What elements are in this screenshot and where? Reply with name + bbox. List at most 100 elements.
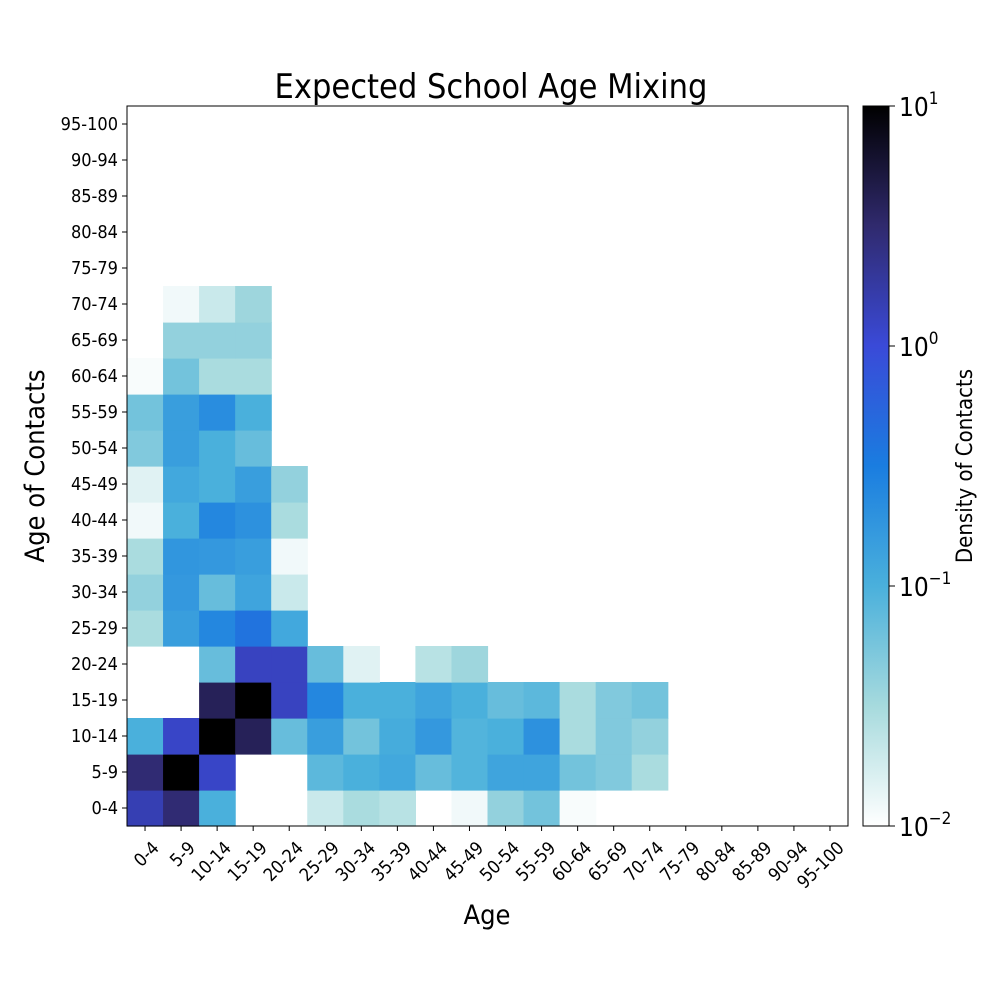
heatmap-cell xyxy=(199,394,236,431)
y-axis-ticks: 0-4 5-9 10-14 15-19 20-24 25-29 30-34 35-39 40-4… xyxy=(61,114,127,819)
y-tick-label: 60-64 xyxy=(71,366,118,387)
heatmap-cell xyxy=(595,754,633,791)
heatmap-cell xyxy=(271,646,308,683)
heatmap-cell xyxy=(415,646,453,683)
colorbar-tick-label: 10−1 xyxy=(899,569,951,603)
heatmap-cell xyxy=(235,502,272,539)
heatmap-cell xyxy=(127,538,164,575)
heatmap-cell xyxy=(199,754,236,791)
y-tick-label: 20-24 xyxy=(71,654,118,675)
colorbar-label: Density of Contacts xyxy=(953,369,978,563)
x-tick-label: 60-64 xyxy=(548,838,596,886)
heatmap-cell xyxy=(199,574,236,611)
heatmap-cell xyxy=(523,718,561,755)
colorbar xyxy=(862,105,890,827)
heatmap-cell xyxy=(307,790,344,827)
heatmap-cell xyxy=(235,682,272,719)
heatmap-cell xyxy=(199,538,236,575)
heatmap-cell xyxy=(559,718,597,755)
heatmap-cell xyxy=(487,790,525,827)
heatmap-cell xyxy=(199,718,236,755)
heatmap-cell xyxy=(487,718,525,755)
heatmap-cell xyxy=(127,718,164,755)
heatmap-cell xyxy=(595,718,633,755)
heatmap-cell xyxy=(631,754,669,791)
x-tick-label: 25-29 xyxy=(296,838,344,886)
x-tick-label: 10-14 xyxy=(188,838,236,886)
x-tick-label: 65-69 xyxy=(584,838,632,886)
heatmap-cell xyxy=(415,718,453,755)
heatmap-cell xyxy=(451,754,489,791)
heatmap-cell xyxy=(127,430,164,467)
heatmap-cell xyxy=(127,394,164,431)
y-tick-label: 5-9 xyxy=(92,762,118,783)
y-tick-label: 95-100 xyxy=(61,114,118,135)
x-tick-label: 70-74 xyxy=(620,838,668,886)
colorbar-tick-label: 101 xyxy=(899,89,939,123)
colorbar-ticks: 101 100 10−1 10−2 xyxy=(889,89,951,843)
heatmap-cell xyxy=(343,754,380,791)
y-tick-label: 25-29 xyxy=(71,618,118,639)
heatmap-cell xyxy=(379,718,416,755)
heatmap-cell xyxy=(199,466,236,503)
heatmap-cell xyxy=(451,718,489,755)
heatmap-cell xyxy=(199,646,236,683)
heatmap-cell xyxy=(235,358,272,395)
heatmap-cell xyxy=(163,574,200,611)
heatmap-cell xyxy=(523,682,561,719)
x-tick-label: 35-39 xyxy=(368,838,416,886)
heatmap-cell xyxy=(163,322,200,359)
heatmap-cell xyxy=(631,718,669,755)
heatmap-cell xyxy=(199,502,236,539)
heatmap-cell xyxy=(559,682,597,719)
x-tick-label: 20-24 xyxy=(260,838,308,886)
heatmap-cell xyxy=(235,538,272,575)
heatmap-cell xyxy=(199,610,236,647)
y-tick-label: 45-49 xyxy=(71,474,118,495)
heatmap-cell xyxy=(631,682,669,719)
heatmap-cell xyxy=(163,718,200,755)
heatmap-cell xyxy=(379,754,416,791)
heatmap-cell xyxy=(199,430,236,467)
x-tick-label: 85-89 xyxy=(728,838,776,886)
x-tick-label: 45-49 xyxy=(440,838,488,886)
heatmap-cell xyxy=(163,502,200,539)
heatmap-cell xyxy=(343,646,380,683)
heatmap-cell xyxy=(307,682,344,719)
heatmap-cell xyxy=(199,286,236,323)
heatmap-cell xyxy=(235,718,272,755)
heatmap-cell xyxy=(163,358,200,395)
heatmap-cell xyxy=(235,466,272,503)
x-tick-label: 30-34 xyxy=(332,838,380,886)
heatmap-cell xyxy=(127,502,164,539)
heatmap-cell xyxy=(271,682,308,719)
heatmap-cell xyxy=(451,790,489,827)
heatmap-cell xyxy=(235,610,272,647)
heatmap-cell xyxy=(343,682,380,719)
heatmap-cell xyxy=(127,610,164,647)
y-tick-label: 35-39 xyxy=(71,546,118,567)
x-tick-label: 75-79 xyxy=(656,838,704,886)
heatmap-cell xyxy=(271,574,308,611)
y-tick-label: 15-19 xyxy=(71,690,118,711)
heatmap-cell xyxy=(163,754,200,791)
heatmap-cell xyxy=(487,682,525,719)
heatmap-cell xyxy=(307,754,344,791)
heatmap-cell xyxy=(451,646,489,683)
heatmap-cell xyxy=(415,754,453,791)
y-tick-label: 55-59 xyxy=(71,402,118,423)
heatmap-cell xyxy=(271,466,308,503)
heatmap-cell xyxy=(523,790,561,827)
heatmap-cell xyxy=(343,790,380,827)
heatmap-cell xyxy=(163,790,200,827)
heatmap-cell xyxy=(235,430,272,467)
heatmap-cell xyxy=(235,286,272,323)
y-tick-label: 0-4 xyxy=(92,798,118,819)
heatmap-cell xyxy=(127,754,164,791)
x-tick-label: 55-59 xyxy=(512,838,560,886)
heatmap-cell xyxy=(595,682,633,719)
y-tick-label: 40-44 xyxy=(71,510,118,531)
heatmap-cell xyxy=(163,430,200,467)
heatmap-cell xyxy=(235,646,272,683)
heatmap-cell xyxy=(307,718,344,755)
